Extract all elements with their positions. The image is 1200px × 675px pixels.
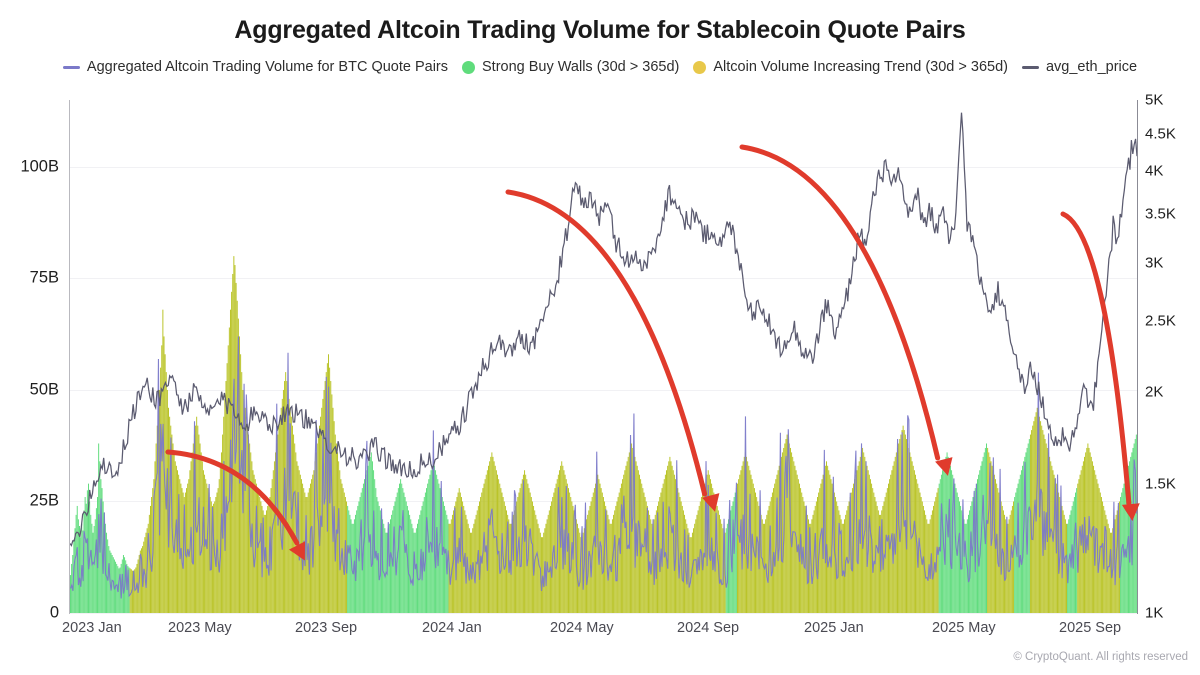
plot-area[interactable]	[70, 100, 1137, 614]
y-axis-left-tick-label: 100B	[20, 157, 59, 176]
copyright-notice: © CryptoQuant. All rights reserved	[1013, 651, 1188, 663]
x-axis-tick-label: 2023 Jan	[62, 620, 122, 636]
x-axis-tick-label: 2023 May	[168, 620, 232, 636]
x-axis-tick-label: 2024 May	[550, 620, 614, 636]
y-axis-left-tick-label: 0	[49, 603, 59, 622]
y-axis-right-tick-label: 4.5K	[1145, 125, 1176, 143]
y-axis-right-tick-label: 3.5K	[1145, 205, 1176, 223]
plot-canvas	[70, 112, 1137, 613]
y-axis-right-tick-label: 1K	[1145, 604, 1164, 622]
legend-line-icon	[62, 65, 80, 69]
y-axis-right-tick-label: 4K	[1145, 162, 1164, 180]
legend-label: Altcoin Volume Increasing Trend (30d > 3…	[713, 59, 1008, 75]
x-axis-tick-label: 2024 Jan	[422, 620, 482, 636]
y-axis-right-line	[1137, 100, 1138, 614]
legend-item-strong-buy-walls[interactable]: Strong Buy Walls (30d > 365d)	[462, 59, 679, 75]
y-axis-left-tick-label: 75B	[29, 268, 59, 287]
page-title: Aggregated Altcoin Trading Volume for St…	[234, 16, 966, 44]
legend-dot-icon	[462, 60, 476, 74]
y-axis-left-line	[69, 100, 70, 614]
x-axis-tick-label: 2025 May	[932, 620, 996, 636]
btc-quote-volume-series	[70, 336, 1137, 599]
legend-item-btc-volume[interactable]: Aggregated Altcoin Trading Volume for BT…	[62, 59, 449, 75]
legend-label: Strong Buy Walls (30d > 365d)	[482, 59, 680, 75]
legend-label: avg_eth_price	[1045, 59, 1138, 75]
legend-item-avg-eth-price[interactable]: avg_eth_price	[1021, 59, 1138, 75]
y-axis-right-tick-label: 5K	[1145, 91, 1164, 109]
x-axis-tick-label: 2025 Sep	[1059, 620, 1122, 636]
legend-line-icon	[1021, 65, 1039, 69]
y-axis-right-tick-label: 3K	[1145, 254, 1164, 272]
x-axis-tick-label: 2025 Jan	[804, 620, 864, 636]
legend-label: Aggregated Altcoin Trading Volume for BT…	[86, 59, 449, 75]
volume-bars	[70, 256, 1137, 613]
gridline	[70, 166, 1137, 168]
y-axis-right-tick-label: 1.5K	[1145, 475, 1176, 493]
x-axis-tick-label: 2024 Sep	[677, 620, 740, 636]
chart-legend: Aggregated Altcoin Trading Volume for BT…	[0, 59, 1200, 75]
legend-dot-icon	[693, 60, 707, 74]
legend-item-volume-increasing[interactable]: Altcoin Volume Increasing Trend (30d > 3…	[693, 59, 1008, 75]
y-axis-left-tick-label: 25B	[29, 491, 59, 510]
gridline	[70, 613, 1137, 614]
y-axis-right-tick-label: 2.5K	[1145, 312, 1176, 330]
y-axis-left-tick-label: 50B	[29, 380, 59, 399]
x-axis-tick-label: 2023 Sep	[295, 620, 358, 636]
y-axis-right-tick-label: 2K	[1145, 383, 1164, 401]
